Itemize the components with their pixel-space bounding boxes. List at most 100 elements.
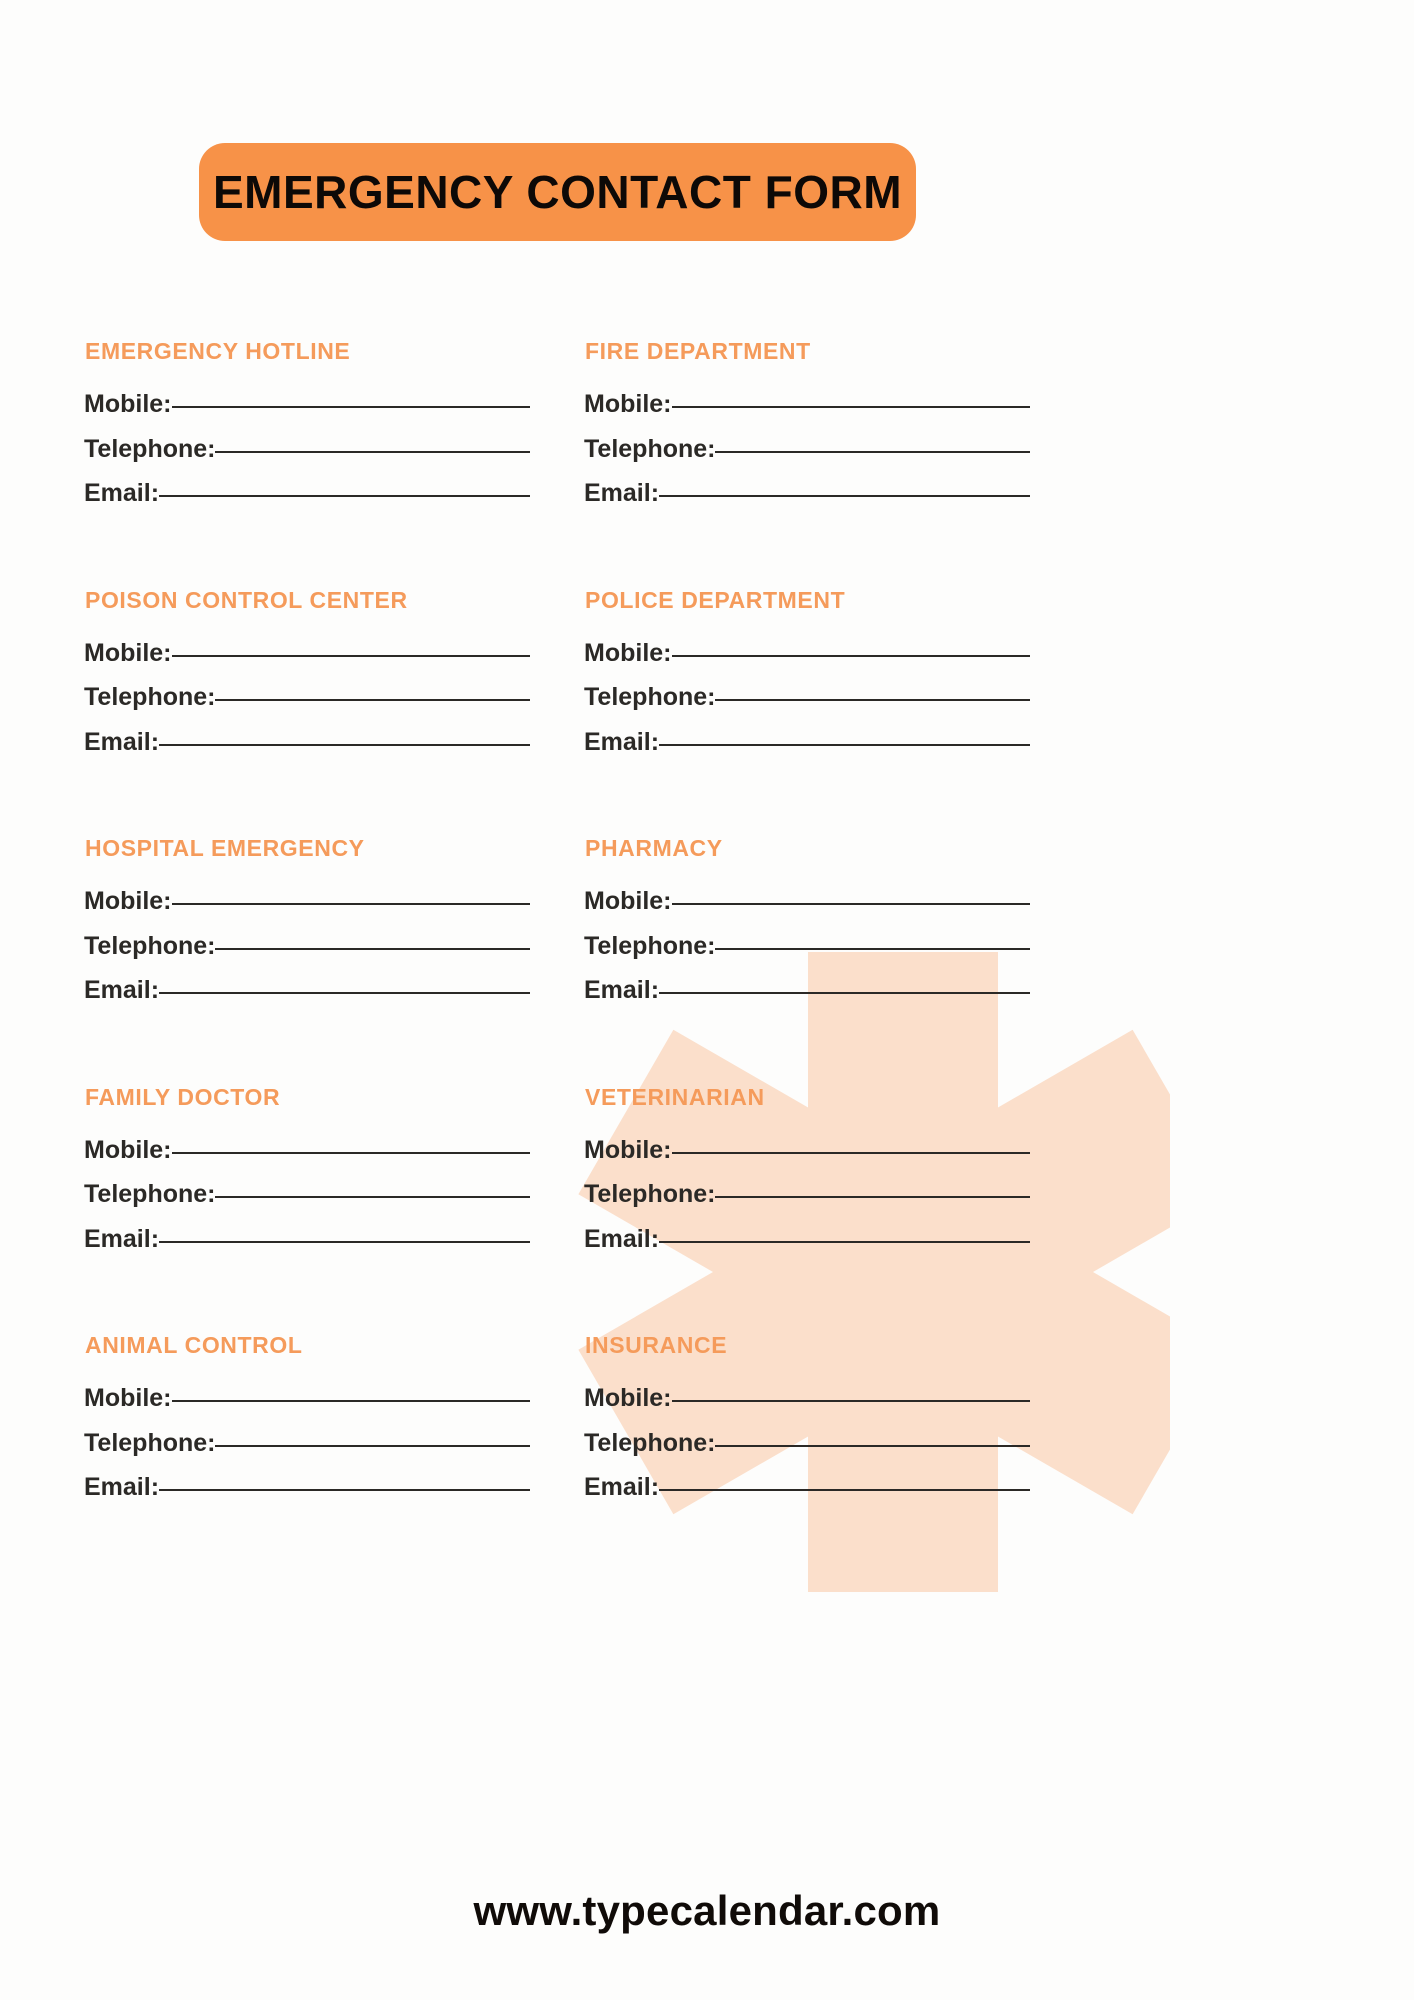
field-row: Telephone: — [84, 1179, 530, 1210]
field-label: Mobile: — [584, 887, 672, 915]
field-row: Mobile: — [584, 1135, 1030, 1166]
field-row: Email: — [84, 975, 530, 1006]
field-row: Email: — [584, 975, 1030, 1006]
field-row: Telephone: — [84, 931, 530, 962]
field-write-in-line[interactable] — [715, 1196, 1030, 1198]
footer-website-url: www.typecalendar.com — [473, 1887, 941, 1934]
field-row: Email: — [584, 478, 1030, 509]
field-row: Email: — [584, 1224, 1030, 1255]
section-emergency-hotline: EMERGENCY HOTLINE Mobile: Telephone: Email: — [84, 340, 532, 523]
section-police-department: POLICE DEPARTMENT Mobile: Telephone: Email: — [584, 586, 1032, 772]
field-row: Mobile: — [584, 1383, 1030, 1414]
field-write-in-line[interactable] — [715, 1444, 1030, 1447]
field-row: Telephone: — [584, 682, 1030, 713]
field-write-in-line[interactable] — [171, 1400, 530, 1402]
field-write-in-line[interactable] — [215, 699, 530, 701]
section-header-pharmacy: PHARMACY — [585, 835, 723, 861]
field-label: Email: — [84, 1473, 160, 1501]
section-header-poison-control-center: POISON CONTROL CENTER — [85, 586, 408, 613]
field-write-in-line[interactable] — [159, 992, 530, 994]
field-row: Email: — [584, 727, 1030, 758]
field-row: Email: — [84, 727, 530, 758]
field-row: Telephone: — [584, 931, 1030, 962]
field-write-in-line[interactable] — [159, 1240, 530, 1243]
field-row: Mobile: — [84, 389, 530, 420]
field-write-in-line[interactable] — [671, 654, 1030, 657]
section-animal-control: ANIMAL CONTROL Mobile: Telephone: Email: — [84, 1334, 532, 1517]
field-write-in-line[interactable] — [659, 1489, 1030, 1491]
field-row: Email: — [84, 478, 530, 509]
section-hospital-emergency: HOSPITAL EMERGENCY Mobile: Telephone: Email… — [84, 837, 532, 1020]
field-label: Mobile: — [584, 1135, 672, 1164]
field-row: Telephone: — [84, 682, 530, 713]
field-row: Mobile: — [84, 638, 530, 669]
field-write-in-line[interactable] — [671, 903, 1030, 905]
field-label: Mobile: — [84, 390, 172, 418]
section-header-veterinarian: VETERINARIAN — [585, 1083, 765, 1110]
field-label: Email: — [584, 727, 660, 756]
field-row: Telephone: — [584, 434, 1030, 465]
field-write-in-line[interactable] — [671, 406, 1030, 408]
field-row: Telephone: — [584, 1179, 1030, 1210]
field-write-in-line[interactable] — [659, 743, 1030, 746]
field-write-in-line[interactable] — [715, 699, 1030, 701]
field-label: Email: — [584, 479, 660, 507]
field-row: Telephone: — [84, 434, 530, 465]
field-write-in-line[interactable] — [171, 654, 530, 657]
field-write-in-line[interactable] — [215, 947, 530, 950]
field-label: Mobile: — [84, 1135, 172, 1164]
field-write-in-line[interactable] — [659, 992, 1030, 994]
field-write-in-line[interactable] — [671, 1400, 1030, 1402]
field-write-in-line[interactable] — [659, 1240, 1030, 1243]
field-write-in-line[interactable] — [171, 1151, 530, 1154]
field-label: Email: — [84, 479, 160, 507]
section-poison-control-center: POISON CONTROL CENTER Mobile: Telephone: Em… — [84, 586, 532, 772]
field-write-in-line[interactable] — [159, 1489, 530, 1491]
section-header-insurance: INSURANCE — [585, 1332, 728, 1358]
field-label: Mobile: — [584, 390, 672, 418]
field-label: Telephone: — [584, 683, 716, 711]
field-write-in-line[interactable] — [215, 1444, 530, 1447]
field-write-in-line[interactable] — [215, 1196, 530, 1198]
field-row: Mobile: — [584, 638, 1030, 669]
section-header-hospital-emergency: HOSPITAL EMERGENCY — [85, 835, 365, 861]
section-insurance: INSURANCE Mobile: Telephone: Email: — [584, 1334, 1032, 1517]
field-label: Email: — [584, 1224, 660, 1253]
field-label: Email: — [84, 1224, 160, 1253]
field-label: Mobile: — [584, 638, 672, 667]
field-row: Telephone: — [84, 1428, 530, 1459]
field-write-in-line[interactable] — [715, 450, 1030, 453]
field-row: Mobile: — [584, 886, 1030, 917]
section-header-emergency-hotline: EMERGENCY HOTLINE — [85, 338, 351, 364]
field-label: Mobile: — [84, 1384, 172, 1412]
field-label: Mobile: — [584, 1384, 672, 1412]
section-veterinarian: VETERINARIAN Mobile: Telephone: Email: — [584, 1083, 1032, 1269]
field-label: Telephone: — [584, 1180, 716, 1208]
field-row: Telephone: — [584, 1428, 1030, 1459]
section-header-police-department: POLICE DEPARTMENT — [585, 586, 846, 613]
field-label: Telephone: — [84, 683, 216, 711]
footer: www.typecalendar.com — [0, 1890, 1414, 1932]
field-write-in-line[interactable] — [159, 495, 530, 497]
field-label: Email: — [584, 976, 660, 1004]
title-banner: EMERGENCY CONTACT FORM — [199, 143, 916, 241]
section-pharmacy: PHARMACY Mobile: Telephone: Email: — [584, 837, 1032, 1020]
field-write-in-line[interactable] — [171, 406, 530, 408]
section-fire-department: FIRE DEPARTMENT Mobile: Telephone: Email: — [584, 340, 1032, 523]
field-write-in-line[interactable] — [671, 1151, 1030, 1154]
field-write-in-line[interactable] — [159, 743, 530, 746]
field-write-in-line[interactable] — [215, 450, 530, 453]
field-write-in-line[interactable] — [715, 947, 1030, 950]
sections-grid: EMERGENCY HOTLINE Mobile: Telephone: Email:… — [84, 340, 1330, 1583]
field-row: Mobile: — [84, 886, 530, 917]
section-header-family-doctor: FAMILY DOCTOR — [85, 1083, 281, 1110]
field-label: Telephone: — [584, 1428, 716, 1457]
field-label: Mobile: — [84, 638, 172, 667]
section-header-animal-control: ANIMAL CONTROL — [85, 1332, 303, 1358]
field-row: Email: — [84, 1224, 530, 1255]
field-write-in-line[interactable] — [171, 903, 530, 905]
field-label: Telephone: — [84, 1180, 216, 1208]
field-write-in-line[interactable] — [659, 495, 1030, 497]
field-label: Email: — [84, 727, 160, 756]
